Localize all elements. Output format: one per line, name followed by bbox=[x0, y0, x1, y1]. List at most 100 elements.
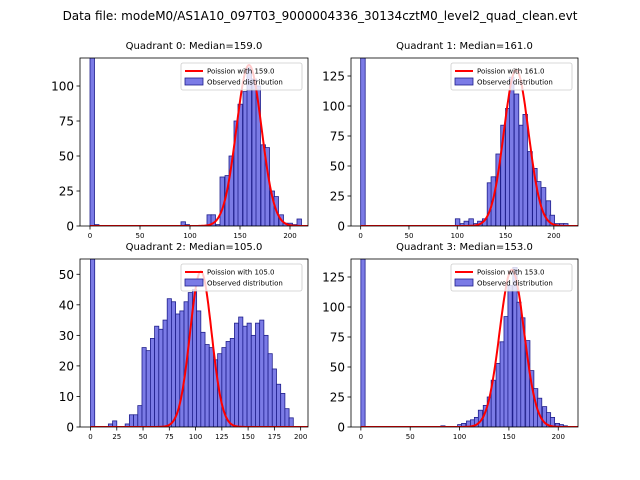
histogram-bar bbox=[563, 223, 569, 226]
histogram-bar bbox=[89, 58, 95, 226]
histogram-bar bbox=[250, 334, 256, 427]
x-tick-label: 50 bbox=[406, 433, 415, 441]
y-tick-label: 100 bbox=[51, 80, 74, 94]
legend-hist-swatch bbox=[184, 77, 204, 86]
y-tick-label: 75 bbox=[330, 331, 345, 345]
legend-hist-swatch bbox=[454, 278, 474, 287]
histogram-bars bbox=[90, 259, 294, 427]
legend-box bbox=[450, 62, 573, 91]
histogram-bar bbox=[154, 325, 160, 427]
histogram-bar bbox=[237, 103, 243, 226]
x-tick-label: 150 bbox=[502, 433, 515, 441]
y-tick-label: 50 bbox=[330, 361, 345, 375]
y-tick-label: 50 bbox=[59, 268, 74, 282]
subplot-quadrant-3: 0 50 100 150 200 0 25 50 75 100 125 Quadrant 3: Med… bbox=[322, 242, 579, 441]
histogram-bar bbox=[255, 322, 261, 427]
y-tick-label: 100 bbox=[322, 301, 345, 315]
y-tick-label: 0 bbox=[66, 220, 74, 234]
poisson-curve bbox=[90, 269, 308, 427]
histogram-bar bbox=[162, 319, 168, 427]
histogram-bar bbox=[90, 259, 96, 427]
legend-box bbox=[180, 263, 303, 292]
x-tick-label: 0 bbox=[359, 433, 363, 441]
x-tick-label: 0 bbox=[88, 232, 92, 240]
x-tick-label: 100 bbox=[451, 232, 464, 240]
x-tick-label: 0 bbox=[88, 433, 92, 441]
histogram-bar bbox=[137, 405, 143, 427]
histogram-bar bbox=[468, 218, 474, 226]
legend-curve-label: Poission with 105.0 bbox=[207, 269, 275, 277]
y-tick-label: 30 bbox=[59, 329, 74, 343]
x-tick-label: 100 bbox=[183, 232, 196, 240]
histogram-bars bbox=[360, 58, 569, 226]
histogram-bar bbox=[196, 310, 202, 427]
subplot-quadrant-2: 0 25 50 75 100 125 150 175 200 0 10 20 30 40 50 Quadran… bbox=[59, 242, 309, 441]
histogram-bar bbox=[228, 155, 234, 226]
histogram-bar bbox=[171, 301, 177, 427]
histogram-bar bbox=[507, 284, 513, 427]
y-tick-label: 100 bbox=[322, 100, 345, 114]
x-tick-label: 50 bbox=[136, 232, 145, 240]
legend-hist-label: Observed distribution bbox=[477, 79, 553, 87]
legend-curve-label: Poission with 159.0 bbox=[207, 68, 275, 76]
x-tick-label: 50 bbox=[404, 232, 413, 240]
subplot-title: Quadrant 0: Median=159.0 bbox=[126, 41, 263, 52]
y-tick-label: 25 bbox=[330, 190, 345, 204]
histogram-bar bbox=[284, 408, 290, 427]
axes-frame bbox=[79, 258, 309, 428]
histogram-bar bbox=[229, 338, 235, 427]
histogram-bar bbox=[267, 353, 273, 427]
x-tick-label: 150 bbox=[499, 232, 512, 240]
x-tick-label: 200 bbox=[552, 433, 565, 441]
histogram-bar bbox=[509, 76, 515, 226]
histogram-bar bbox=[454, 218, 461, 226]
histogram-bar bbox=[280, 392, 286, 427]
y-tick-label: 25 bbox=[59, 185, 74, 199]
figure-title: Data file: modeM0/AS1A10_097T03_90000043… bbox=[63, 9, 578, 23]
axes-frame bbox=[350, 57, 579, 227]
histogram-bar bbox=[527, 151, 533, 226]
histogram-bar bbox=[246, 67, 252, 226]
legend: Poission with 159.0 Observed distribution bbox=[180, 62, 303, 91]
y-tick-label: 25 bbox=[330, 391, 345, 405]
legend-hist-swatch bbox=[184, 278, 204, 287]
y-tick-label: 125 bbox=[322, 70, 345, 84]
histogram-bar bbox=[259, 319, 265, 427]
y-tick-label: 75 bbox=[59, 115, 74, 129]
x-tick-label: 75 bbox=[165, 433, 174, 441]
x-tick-label: 125 bbox=[215, 433, 228, 441]
y-tick-label: 50 bbox=[59, 150, 74, 164]
histogram-bar bbox=[513, 93, 520, 226]
subplot-title: Quadrant 3: Median=153.0 bbox=[396, 242, 533, 253]
histogram-bar bbox=[141, 347, 147, 427]
histogram-bar bbox=[225, 341, 231, 427]
y-tick-label: 0 bbox=[66, 421, 74, 435]
histogram-bar bbox=[271, 368, 277, 427]
histogram-bar bbox=[180, 221, 186, 226]
histogram-bar bbox=[360, 259, 366, 427]
x-tick-label: 100 bbox=[189, 433, 202, 441]
legend-hist-label: Observed distribution bbox=[477, 280, 553, 288]
legend-curve-label: Poission with 153.0 bbox=[477, 269, 545, 277]
histogram-bar bbox=[204, 344, 210, 427]
histogram-bar bbox=[522, 114, 528, 226]
histogram-bar bbox=[158, 328, 164, 427]
histogram-bar bbox=[276, 383, 282, 427]
x-tick-label: 150 bbox=[241, 433, 254, 441]
legend: Poission with 161.0 Observed distribution bbox=[450, 62, 573, 91]
histogram-bar bbox=[238, 316, 244, 427]
legend-hist-label: Observed distribution bbox=[207, 280, 283, 288]
histogram-bar bbox=[166, 298, 172, 427]
histogram-bar bbox=[133, 414, 139, 427]
poisson-curve bbox=[360, 68, 578, 226]
legend-hist-swatch bbox=[454, 77, 474, 86]
x-tick-label: 200 bbox=[547, 232, 560, 240]
legend-hist-label: Observed distribution bbox=[207, 79, 283, 87]
histogram-bars bbox=[89, 58, 302, 226]
subplot-quadrant-0: 0 50 100 150 200 0 25 50 75 100 Quadrant 0: Median… bbox=[51, 41, 309, 240]
histogram-bar bbox=[208, 347, 214, 427]
subplot-title: Quadrant 1: Median=161.0 bbox=[396, 41, 533, 52]
poisson-curve bbox=[90, 63, 308, 226]
y-tick-label: 10 bbox=[59, 390, 74, 404]
